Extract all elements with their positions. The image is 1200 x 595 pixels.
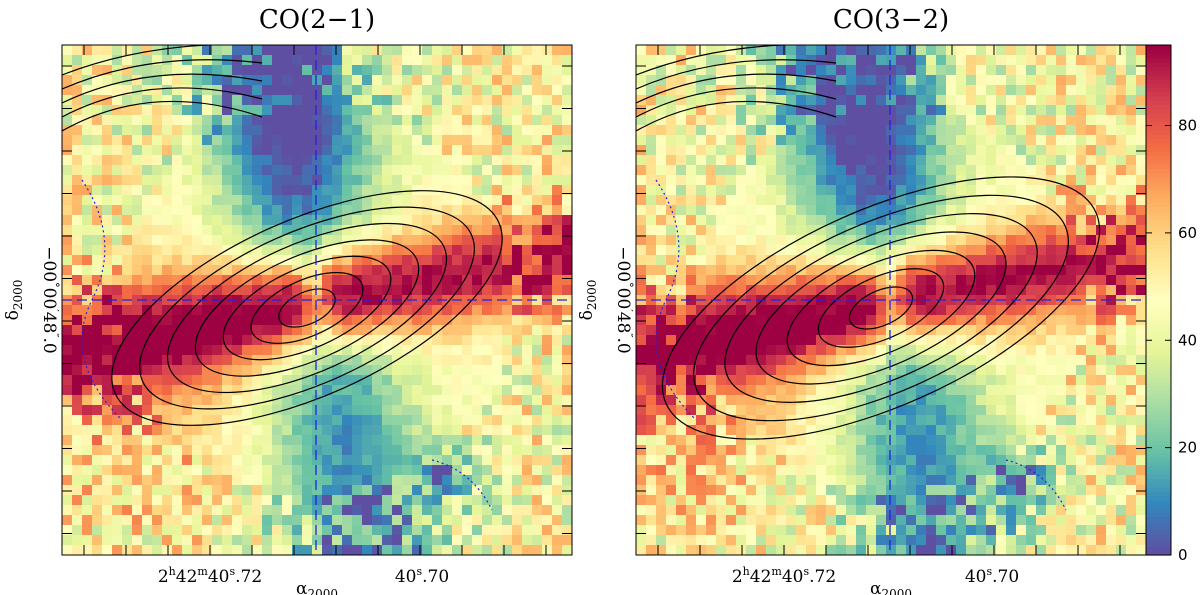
panel-title: CO(3−2): [833, 5, 949, 35]
x-tick-label: 2h42m40s.72: [732, 565, 836, 587]
y-tick-label: −00°00′48″.0: [39, 246, 61, 354]
contours: [636, 45, 1101, 511]
y-axis-label: δ2000: [3, 280, 25, 321]
y-axis-label: δ2000: [577, 280, 599, 321]
x-tick-label: 2h42m40s.72: [158, 565, 262, 587]
crosshair: [62, 45, 572, 555]
y-tick-label: −00°00′48″.0: [613, 246, 635, 354]
plot-frame: [61, 44, 573, 556]
colorbar-gradient: [1146, 45, 1171, 556]
colorbar-tick-label: 40: [1178, 331, 1197, 349]
x-axis-label: α2000: [870, 579, 912, 595]
panel-title: CO(2−1): [259, 5, 375, 35]
colorbar-tick-label: 20: [1178, 439, 1197, 457]
axis-ticks: [636, 45, 1146, 555]
colorbar-frame: [1145, 44, 1172, 556]
crosshair: [636, 45, 1146, 555]
axis-ticks: [62, 45, 572, 555]
panel-co21: CO(2−1) 2h42m40s.72 40s.70 α2000 −00°00′…: [3, 5, 573, 595]
x-axis-label: α2000: [296, 579, 338, 595]
heatmap-image: [62, 45, 572, 555]
colorbar-tick-label: 0: [1178, 546, 1188, 564]
colorbar-tick-label: 60: [1178, 224, 1197, 242]
colorbar-tick-label: 80: [1178, 117, 1197, 135]
x-tick-label: 40s.70: [965, 565, 1019, 587]
x-tick-label: 40s.70: [395, 565, 449, 587]
panel-co32: CO(3−2) 2h42m40s.72 40s.70 α2000 −00°00′…: [577, 5, 1147, 595]
colorbar-ticks: 0 20 40 60 80: [1146, 117, 1197, 564]
colorbar: 0 20 40 60 80: [1145, 44, 1197, 564]
